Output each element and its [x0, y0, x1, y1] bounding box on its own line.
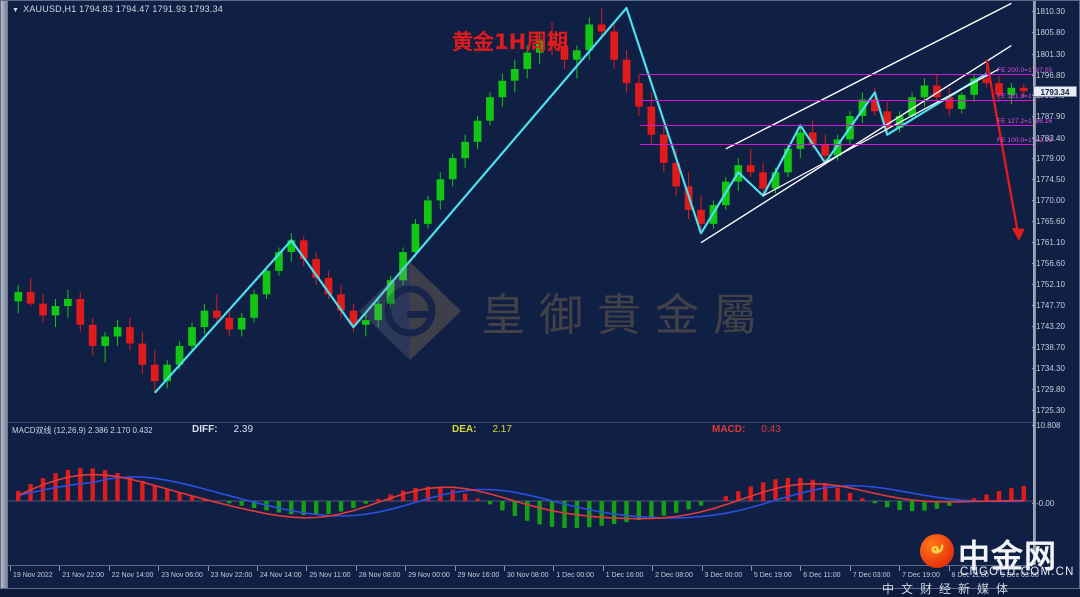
price-tick: 1747.70: [1036, 301, 1065, 310]
price-tick: 1783.40: [1036, 134, 1065, 143]
time-tick: [59, 566, 60, 571]
time-tick: [652, 566, 653, 571]
time-tick: [405, 566, 406, 571]
time-tick: [899, 566, 900, 571]
macd-pane[interactable]: [8, 422, 1033, 566]
time-tick: [504, 566, 505, 571]
cngold-domain: CNGOLD.COM.CN: [960, 566, 1075, 578]
time-label: 2 Dec 08:00: [655, 572, 693, 579]
macd-diff-value: 2.39: [234, 424, 253, 435]
price-tick: 1774.50: [1036, 175, 1065, 184]
time-label: 22 Nov 14:00: [112, 572, 154, 579]
time-label: 6 Dec 11:00: [803, 572, 840, 579]
macd-macd-readout: MACD: 0.43: [712, 424, 781, 435]
price-tick: 1725.30: [1036, 406, 1065, 415]
price-tick: 1738.70: [1036, 343, 1065, 352]
price-tick: 1734.30: [1036, 364, 1065, 373]
current-price-box: 1793.34: [1033, 86, 1077, 97]
price-tick: 1756.60: [1036, 259, 1065, 268]
macd-tick: 10.808: [1036, 421, 1060, 430]
cngold-logo[interactable]: 中金网 CNGOLD.COM.CN 中文财经新媒体: [920, 533, 1072, 585]
time-label: 29 Nov 00:00: [408, 572, 450, 579]
symbol-header: ▼ XAUUSD,H1 1794.83 1794.47 1791.93 1793.…: [12, 4, 223, 14]
time-tick: [158, 566, 159, 571]
time-tick: [751, 566, 752, 571]
time-label: 1 Dec 16:00: [606, 572, 644, 579]
price-tick: 1752.10: [1036, 280, 1065, 289]
time-tick: [553, 566, 554, 571]
macd-dea-value: 2.17: [492, 424, 511, 435]
time-label: 19 Nov 2022: [13, 572, 53, 579]
time-tick: [603, 566, 604, 571]
chart-annotation: 黄金1H周期: [452, 26, 568, 56]
fib-level-line: [640, 74, 1034, 75]
time-label: 7 Dec 03:00: [853, 572, 891, 579]
time-label: 21 Nov 22:00: [62, 572, 104, 579]
macd-title: MACD双线 (12,26,9) 2.386 2.170 0.432: [12, 425, 153, 436]
time-label: 23 Nov 06:00: [161, 572, 203, 579]
price-tick: 1761.10: [1036, 238, 1065, 247]
price-tick: 1743.20: [1036, 322, 1065, 331]
time-tick: [10, 566, 11, 571]
macd-dea-readout: DEA: 2.17: [452, 424, 512, 435]
time-tick: [356, 566, 357, 571]
left-rail: [1, 1, 8, 588]
time-tick: [455, 566, 456, 571]
time-tick: [257, 566, 258, 571]
time-label: 1 Dec 00:00: [556, 572, 594, 579]
price-tick: 1770.00: [1036, 196, 1065, 205]
price-tick: 1787.90: [1036, 112, 1065, 121]
macd-dea-label: DEA:: [452, 424, 476, 435]
price-axis[interactable]: 1810.301805.801801.301796.801792.401787.…: [1036, 0, 1080, 589]
price-tick: 1810.30: [1036, 7, 1065, 16]
fib-level-line: [640, 100, 1034, 101]
time-tick: [850, 566, 851, 571]
macd-diff-readout: DIFF: 2.39: [192, 424, 253, 435]
time-label: 24 Nov 14:00: [260, 572, 302, 579]
broker-watermark: 皇御貴金屬: [355, 258, 771, 364]
fib-level-line: [640, 125, 1034, 126]
time-tick: [109, 566, 110, 571]
swirl-icon: [928, 541, 947, 560]
broker-logo-icon: [355, 258, 465, 364]
time-label: 5 Dec 19:00: [754, 572, 792, 579]
time-tick: [306, 566, 307, 571]
fib-level-line: [640, 144, 1034, 145]
collapse-caret-icon[interactable]: ▼: [12, 7, 19, 14]
time-tick: [702, 566, 703, 571]
time-axis[interactable]: 19 Nov 2022 21 Nov 22:00 22 Nov 14:00 23 No…: [8, 565, 1033, 590]
price-tick: 1801.30: [1036, 50, 1065, 59]
macd-plot-layer: [8, 423, 1033, 566]
time-label: 23 Nov 22:00: [211, 572, 253, 579]
symbol-header-text: XAUUSD,H1 1794.83 1794.47 1791.93 1793.3…: [23, 4, 223, 14]
time-label: 30 Nov 08:00: [507, 572, 549, 579]
price-tick: 1779.00: [1036, 154, 1065, 163]
macd-macd-label: MACD:: [712, 424, 745, 435]
price-tick: 1805.80: [1036, 28, 1065, 37]
price-tick: 1729.80: [1036, 385, 1065, 394]
time-label: 25 Nov 11:00: [309, 572, 350, 579]
price-tick: 1765.60: [1036, 217, 1065, 226]
time-tick: [208, 566, 209, 571]
price-tick: 1796.80: [1036, 71, 1065, 80]
broker-watermark-text: 皇御貴金屬: [481, 279, 771, 343]
macd-macd-value: 0.43: [761, 424, 780, 435]
time-label: 3 Dec 00:00: [705, 572, 743, 579]
time-label: 28 Nov 08:00: [359, 572, 401, 579]
time-tick: [800, 566, 801, 571]
macd-diff-label: DIFF:: [192, 424, 218, 435]
macd-tick: -0.00: [1036, 499, 1054, 508]
time-label: 29 Nov 16:00: [458, 572, 500, 579]
